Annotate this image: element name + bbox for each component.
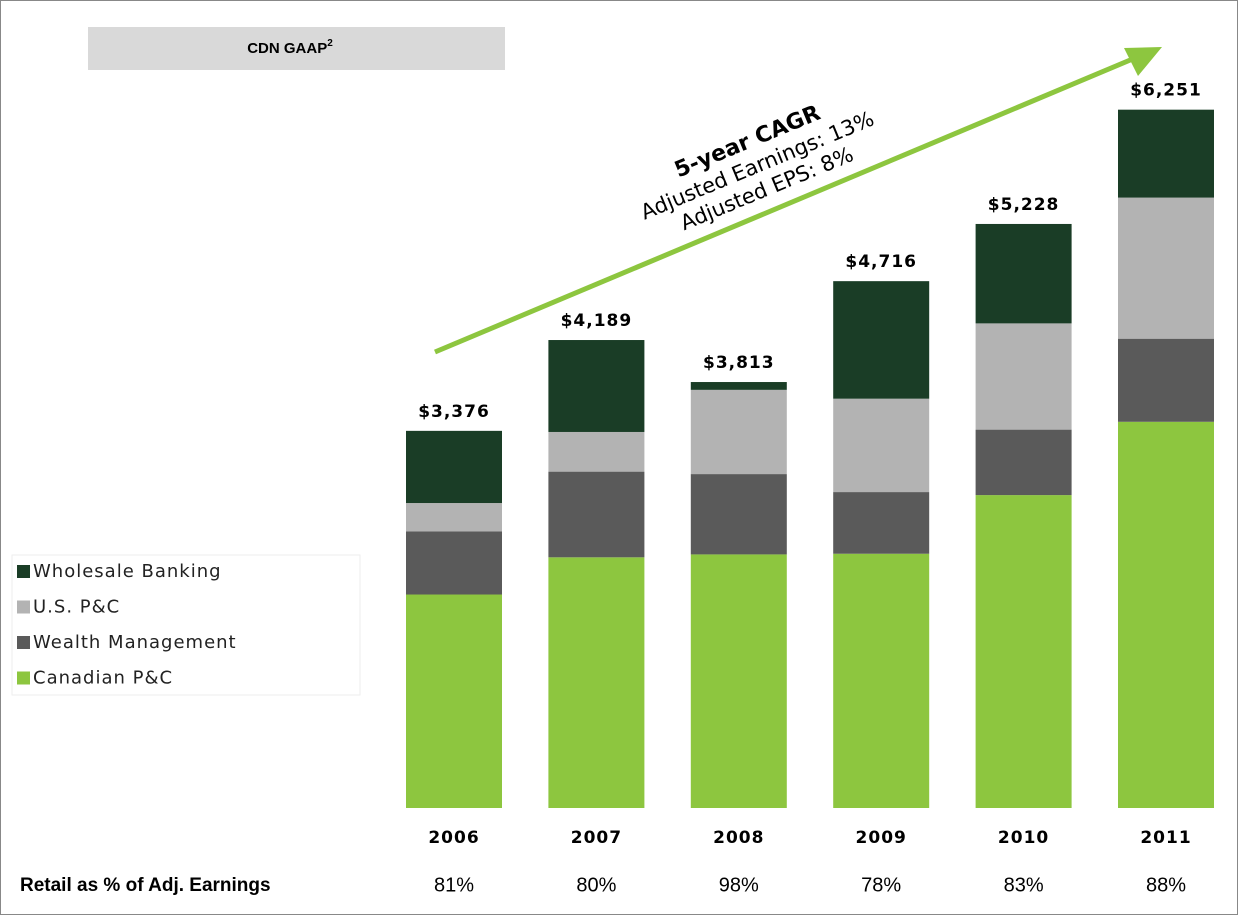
retail-value: 78%	[861, 874, 901, 896]
bar-segment	[975, 223, 1072, 324]
bar-segment	[1118, 421, 1214, 808]
x-tick-label: 2011	[1140, 828, 1191, 848]
retail-value: 80%	[576, 874, 616, 896]
legend-swatch	[17, 671, 30, 685]
x-tick-label: 2009	[856, 828, 907, 848]
bar-segment	[548, 431, 645, 472]
bar-segment	[406, 503, 502, 532]
bar-segment	[975, 429, 1072, 496]
bar-segment	[833, 553, 930, 808]
cagr-arrow	[434, 55, 1136, 355]
badge-sup: 2	[327, 38, 333, 49]
legend-label: Wholesale Banking	[33, 561, 222, 582]
total-label: $4,716	[845, 252, 917, 272]
total-label: $5,228	[988, 195, 1060, 215]
total-label: $3,813	[703, 353, 775, 373]
bar-segment	[1118, 338, 1214, 422]
bar-segment	[406, 430, 502, 504]
retail-label: Retail as % of Adj. Earnings	[20, 875, 271, 896]
bar-segment	[548, 557, 645, 808]
x-tick-label: 2006	[428, 828, 479, 848]
bar-segment	[406, 531, 502, 595]
bar-segment	[833, 281, 930, 399]
legend-label: Canadian P&C	[33, 668, 173, 689]
bar-segment	[975, 323, 1072, 430]
total-label: $4,189	[561, 311, 633, 331]
total-label: $3,376	[418, 402, 490, 422]
x-tick-label: 2007	[571, 828, 622, 848]
badge-box	[88, 27, 505, 70]
bar-segment	[975, 495, 1072, 808]
total-label: $6,251	[1130, 81, 1202, 101]
bar-segment	[690, 474, 787, 555]
x-tick-label: 2010	[998, 828, 1049, 848]
bar-segment	[833, 398, 930, 493]
legend-swatch	[17, 600, 30, 614]
legend-swatch	[17, 636, 30, 649]
bar-segment	[690, 389, 787, 475]
bar-segment	[690, 382, 787, 390]
bar-segment	[1118, 109, 1214, 198]
retail-value: 83%	[1004, 874, 1044, 896]
bar-segment	[833, 492, 930, 554]
x-tick-label: 2008	[713, 828, 764, 848]
bar-segment	[1118, 197, 1214, 339]
legend-label: Wealth Management	[33, 632, 237, 653]
bar-segment	[548, 340, 645, 432]
cagr-arrowhead	[1124, 47, 1162, 76]
bar-segment	[548, 471, 645, 558]
badge: CDN GAAP2	[247, 38, 333, 57]
retail-value: 88%	[1146, 874, 1186, 896]
retail-value: 81%	[434, 874, 474, 896]
badge-text: CDN GAAP	[247, 40, 327, 57]
retail-value: 98%	[719, 874, 759, 896]
legend-swatch	[17, 565, 30, 578]
bar-segment	[406, 594, 502, 808]
legend-label: U.S. P&C	[33, 597, 120, 618]
legend-box	[11, 554, 361, 696]
bar-segment	[690, 554, 787, 808]
